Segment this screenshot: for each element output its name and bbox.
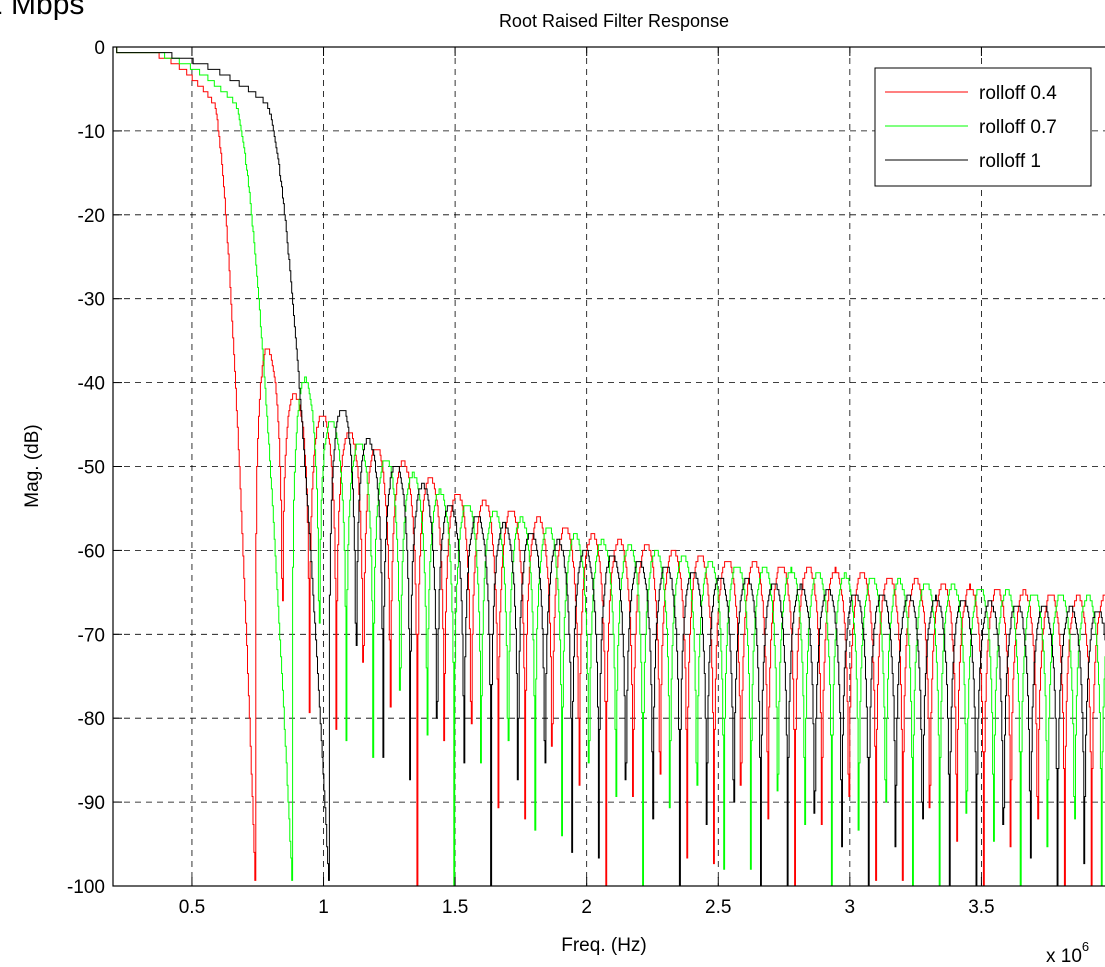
y-tick-label: -10 (78, 122, 105, 143)
y-tick-label: -30 (78, 290, 105, 311)
legend-label-rolloff-1: rolloff 1 (979, 151, 1041, 172)
chart-legend: rolloff 0.4 rolloff 0.7 rolloff 1 (874, 67, 1092, 187)
legend-label-rolloff-0-4: rolloff 0.4 (979, 83, 1057, 104)
y-tick-label: -90 (78, 793, 105, 814)
y-tick-label: -40 (78, 374, 105, 395)
x-tick-label: 3.5 (968, 897, 994, 918)
y-tick-label: -60 (78, 541, 105, 562)
x-tick-label: 1 (318, 897, 329, 918)
y-axis-label: Mag. (dB) (22, 424, 43, 507)
x-tick-label: 2.5 (705, 897, 731, 918)
y-tick-label: -50 (78, 458, 105, 479)
x-axis-label: Freq. (Hz) (561, 935, 647, 956)
x-multiplier: x 106 (1046, 939, 1089, 967)
series-line-rolloff-1 (113, 47, 1105, 886)
x-tick-label: 1.5 (442, 897, 468, 918)
y-tick-label: 0 (94, 38, 105, 59)
x-multiplier-base: x 10 (1046, 946, 1082, 967)
series-layer (113, 47, 1105, 886)
y-tick-label: -100 (67, 877, 105, 898)
x-tick-label: 2 (581, 897, 592, 918)
chart-title: Root Raised Filter Response (499, 11, 729, 31)
legend-label-rolloff-0-7: rolloff 0.7 (979, 117, 1057, 138)
x-multiplier-exponent: 6 (1082, 939, 1089, 954)
legend-box (874, 67, 1092, 187)
corner-text: 1 Mbps (0, 0, 84, 21)
x-tick-label: 3 (845, 897, 856, 918)
tick-layer: 0.511.522.533.540-10-20-30-40-50-60-70-8… (67, 38, 995, 918)
y-tick-label: -70 (78, 625, 105, 646)
y-tick-label: -80 (78, 709, 105, 730)
y-tick-label: -20 (78, 206, 105, 227)
series-line-rolloff-0-7 (113, 47, 1105, 886)
x-tick-label: 0.5 (179, 897, 205, 918)
